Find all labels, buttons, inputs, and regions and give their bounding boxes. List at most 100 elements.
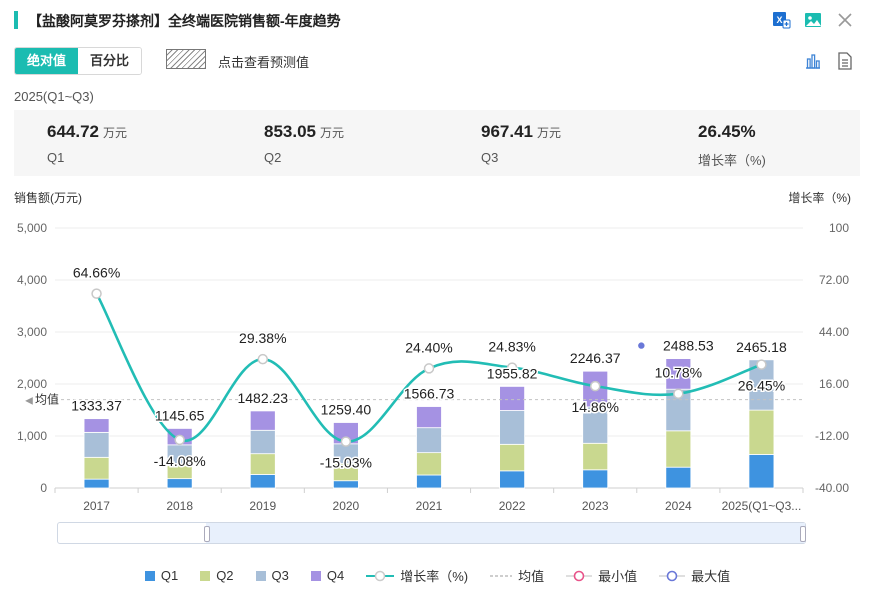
growth-label: -14.08% [154, 453, 206, 469]
total-label: 1955.82 [487, 365, 538, 381]
y2-tick-label: 72.00 [819, 273, 849, 287]
x-tick-label: 2025(Q1~Q3... [722, 499, 802, 513]
percent-button[interactable]: 百分比 [78, 48, 142, 74]
legend-label: Q2 [216, 568, 234, 583]
bar-chart-view-icon[interactable] [803, 51, 823, 71]
total-label: 2488.53 [663, 338, 714, 354]
growth-point [756, 359, 767, 370]
bar-q3 [416, 427, 442, 454]
legend-item-q1[interactable]: Q1 [144, 566, 179, 585]
legend-swatch [144, 570, 155, 581]
stat-unit: 万元 [320, 126, 345, 140]
growth-label: -15.03% [320, 455, 372, 471]
growth-label: 29.38% [239, 330, 286, 346]
legend-item-growth[interactable]: 增长率（%) [366, 566, 468, 585]
range-slider-left-handle[interactable] [204, 526, 210, 542]
period-label: 2025(Q1~Q3) [14, 89, 94, 104]
legend-label: Q1 [160, 568, 179, 583]
total-label: 2246.37 [570, 350, 621, 366]
image-export-icon[interactable] [803, 10, 823, 30]
close-icon[interactable] [835, 10, 855, 30]
x-tick-label: 2018 [166, 499, 193, 513]
legend-item-q2[interactable]: Q2 [200, 566, 234, 585]
bar-q1 [249, 474, 276, 489]
growth-label: 10.78% [655, 365, 702, 381]
bar-q1 [416, 474, 442, 489]
forecast-pattern-swatch[interactable] [166, 49, 206, 69]
bar-q1 [582, 469, 609, 489]
x-tick-label: 2023 [582, 499, 609, 513]
growth-point [506, 362, 518, 373]
stat-label: Q3 [481, 150, 499, 165]
table-view-icon[interactable] [835, 51, 855, 71]
bar-q1 [499, 470, 526, 489]
legend-item-mean[interactable]: 均值 [490, 566, 544, 585]
bar-q2 [499, 443, 526, 472]
x-tick-label: 2022 [499, 499, 526, 513]
chart-legend: Q1 Q2 Q3 Q4 增长率（%) 均值 最小值 最大值 [0, 566, 875, 585]
stat-value: 967.41 [481, 122, 533, 141]
bar-q3 [499, 410, 526, 445]
excel-export-icon[interactable]: X [771, 10, 791, 30]
stat-unit: 万元 [537, 126, 562, 140]
mean-arrow: ◀ [25, 396, 33, 407]
bar-q1 [332, 480, 359, 489]
y2-tick-label: -12.00 [815, 429, 849, 443]
range-slider-right-handle[interactable] [800, 526, 806, 542]
total-label: 1145.65 [155, 407, 205, 423]
bar-q4 [83, 418, 110, 433]
mean-legend-icon [490, 574, 513, 577]
y2-tick-label: 44.00 [819, 325, 849, 339]
stat-label: Q1 [47, 150, 65, 165]
growth-point [340, 436, 352, 447]
growth-label: 24.83% [488, 339, 535, 355]
legend-item-max[interactable]: 最大值 [659, 566, 730, 585]
y-tick-label: 3,000 [17, 325, 47, 339]
absolute-value-button[interactable]: 绝对值 [15, 48, 79, 74]
stat-growth: 26.45% 增长率（%) [698, 122, 766, 169]
y-tick-label: 5,000 [17, 221, 47, 235]
y-tick-label: 0 [40, 481, 47, 495]
y-tick-label: 4,000 [17, 273, 47, 287]
stat-value: 853.05 [264, 122, 316, 141]
stat-label: 增长率（%) [698, 153, 766, 168]
forecast-toggle-label[interactable]: 点击查看预测值 [218, 55, 310, 70]
legend-item-min[interactable]: 最小值 [566, 566, 637, 585]
y-tick-label: 1,000 [17, 429, 47, 443]
growth-label: 64.66% [73, 265, 120, 281]
bar-q2 [665, 430, 692, 468]
bar-q4 [665, 358, 692, 390]
stat-q2: 853.05 万元 Q2 [264, 122, 344, 165]
bar-q2 [83, 456, 110, 480]
legend-swatch [200, 570, 211, 581]
growth-label: 24.40% [405, 339, 452, 355]
bar-q2 [748, 409, 775, 455]
bar-q1 [748, 454, 775, 489]
range-slider-selection[interactable] [206, 523, 805, 543]
bar-q2 [582, 442, 609, 471]
legend-label: Q3 [271, 568, 289, 583]
title-bar: 【盐酸阿莫罗芬搽剂】全终端医院销售额-年度趋势 X [14, 10, 859, 32]
x-tick-label: 2021 [416, 499, 443, 513]
growth-point [589, 380, 601, 392]
svg-text:X: X [776, 15, 782, 25]
growth-legend-icon [366, 570, 395, 581]
bar-q1 [665, 466, 692, 489]
growth-label: 26.45% [738, 378, 785, 394]
min-legend-icon [566, 570, 593, 581]
title-accent-bar [14, 11, 18, 29]
legend-swatch [310, 570, 321, 581]
growth-point [673, 388, 684, 399]
value-mode-toggle: 绝对值 百分比 [14, 47, 143, 75]
bar-q2 [416, 452, 442, 476]
legend-label: 增长率（%) [400, 569, 469, 584]
growth-point [174, 434, 185, 446]
legend-item-q4[interactable]: Q4 [310, 566, 344, 585]
bar-q1 [83, 478, 110, 489]
stat-q1: 644.72 万元 Q1 [47, 122, 127, 165]
total-label: 2465.18 [736, 339, 787, 355]
bar-q3 [83, 431, 110, 458]
stat-label: Q2 [264, 150, 282, 165]
legend-item-q3[interactable]: Q3 [255, 566, 289, 585]
range-slider[interactable] [57, 522, 806, 544]
